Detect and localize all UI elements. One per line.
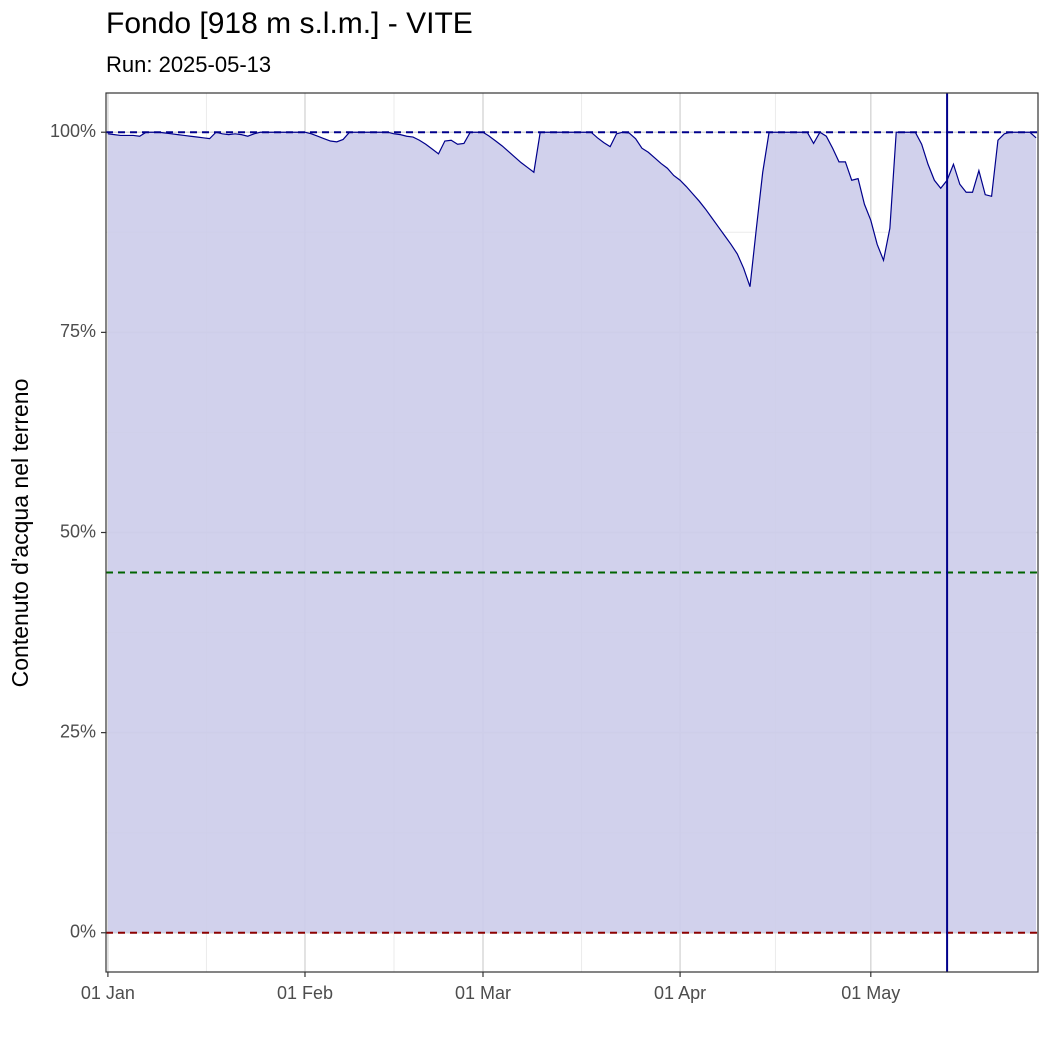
x-tick-label: 01 May bbox=[841, 983, 900, 1003]
chart-subtitle: Run: 2025-05-13 bbox=[106, 52, 271, 77]
x-tick-label: 01 Feb bbox=[277, 983, 333, 1003]
y-tick-label: 25% bbox=[60, 721, 96, 741]
chart-title: Fondo [918 m s.l.m.] - VITE bbox=[106, 7, 473, 40]
y-tick-label: 50% bbox=[60, 521, 96, 541]
y-tick-label: 75% bbox=[60, 321, 96, 341]
x-tick-label: 01 Apr bbox=[654, 983, 706, 1003]
area bbox=[107, 132, 1037, 933]
y-tick-label: 100% bbox=[50, 121, 96, 141]
x-tick-label: 01 Mar bbox=[455, 983, 511, 1003]
y-tick-label: 0% bbox=[70, 922, 96, 942]
x-tick-label: 01 Jan bbox=[81, 983, 135, 1003]
y-axis-label: Contenuto d'acqua nel terreno bbox=[7, 379, 33, 688]
